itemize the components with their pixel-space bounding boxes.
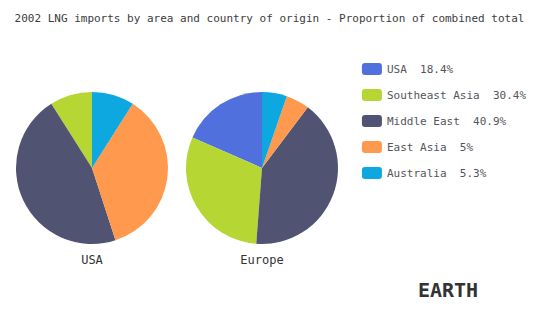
svg-text:USA: USA xyxy=(81,253,103,267)
svg-text:Middle East 40.9%: Middle East 40.9% xyxy=(387,115,507,128)
svg-text:USA 18.4%: USA 18.4% xyxy=(387,63,454,76)
svg-text:EARTH: EARTH xyxy=(418,278,478,302)
svg-text:Australia 5.3%: Australia 5.3% xyxy=(387,167,487,180)
svg-text:Southeast Asia 30.4%: Southeast Asia 30.4% xyxy=(387,89,526,102)
svg-text:Europe: Europe xyxy=(240,253,283,267)
svg-text:2002 LNG imports by area and c: 2002 LNG imports by area and country of … xyxy=(15,12,525,25)
svg-text:East Asia 5%: East Asia 5% xyxy=(387,141,473,154)
